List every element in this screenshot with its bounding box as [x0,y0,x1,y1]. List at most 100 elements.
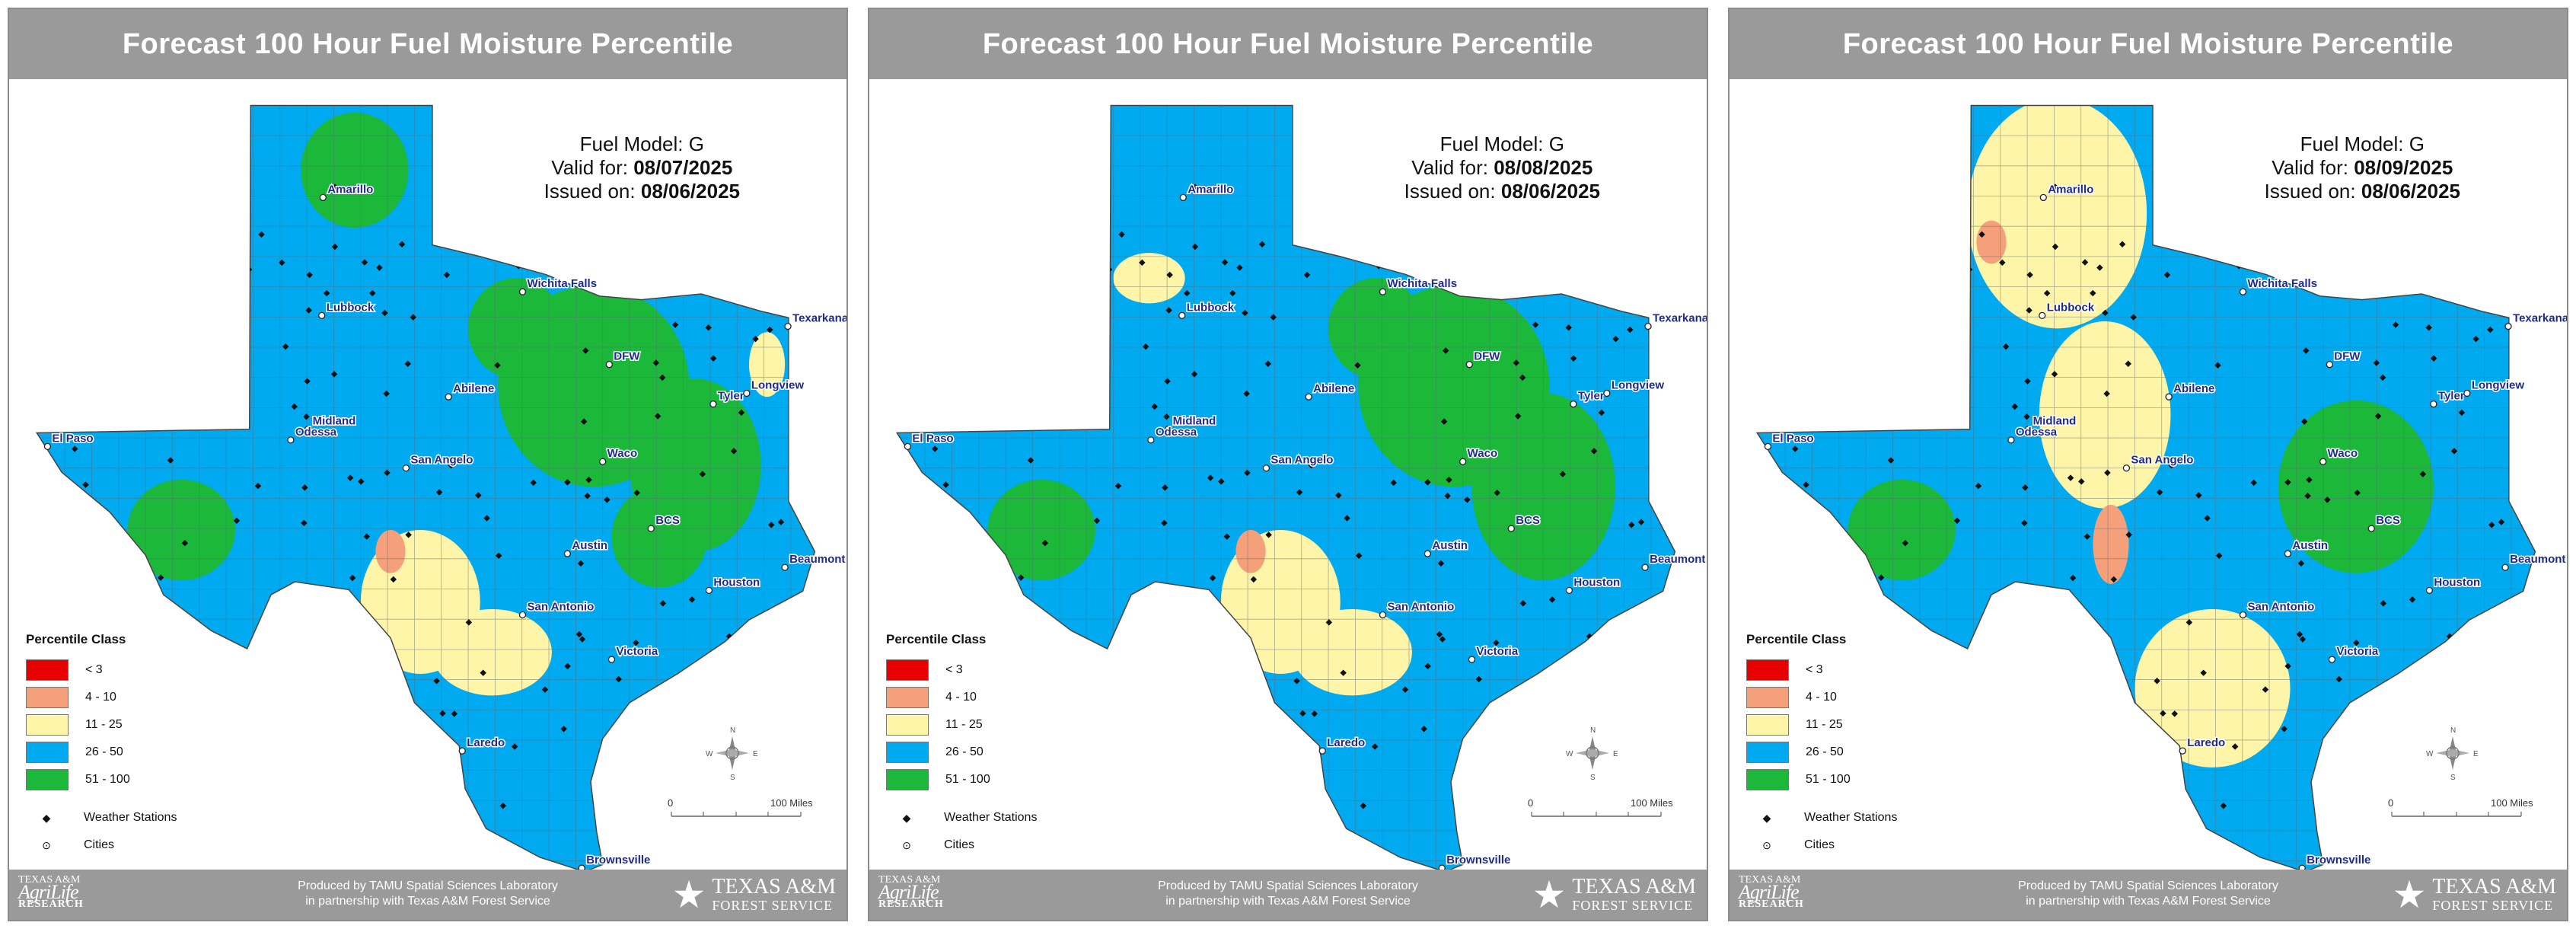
city-label: San Angelo [2131,454,2193,467]
scale-zero: 0 [1528,797,1533,809]
station-diamond-icon [59,592,66,598]
valid-date: 08/09/2025 [2354,156,2453,179]
station-diamond-icon [1261,723,1269,730]
station-diamond-icon [912,125,920,132]
valid-prefix: Valid for: [2272,156,2348,179]
legend-label: 51 - 100 [85,773,130,786]
station-diamond-icon [303,413,310,420]
station-diamond-icon [1299,710,1306,717]
station-diamond-icon [575,630,583,638]
station-diamond-icon [976,401,983,409]
compass-letter: E [2473,750,2479,758]
station-diamond-icon [52,125,59,132]
percentile-region [301,112,409,228]
station-diamond-icon [164,314,171,322]
station-diamond-icon [773,295,780,303]
city-dot-icon [1262,464,1270,472]
station-diamond-icon [658,374,666,381]
station-diamond-icon [363,533,370,540]
station-diamond-icon [1018,268,1025,275]
station-diamond-icon [1772,125,1780,132]
legend: Percentile Class < 3 4 - 10 11 - 25 26 -… [1746,632,1897,859]
city-dot-icon: ⊙ [1762,838,1771,851]
station-diamond-icon [1532,321,1539,328]
station-diamond-icon [2078,478,2085,485]
legend-item: 11 - 25 [1746,711,1897,739]
city-dot-icon [458,747,466,755]
city-label: Longview [751,378,805,391]
station-diamond-icon [2462,755,2469,761]
station-diamond-icon [384,469,391,477]
city-label: Odessa [295,426,337,439]
panel-title: Forecast 100 Hour Fuel Moisture Percenti… [1730,9,2567,79]
station-diamond-icon [475,492,482,499]
station-diamond-icon [767,326,773,334]
station-diamond-icon [158,277,165,285]
station-diamond-icon [164,337,171,344]
city-label: Texarkana [1653,312,1707,325]
legend-label: 26 - 50 [1806,745,1844,758]
city-dot-icon [2165,393,2173,401]
city-label: DFW [1474,350,1500,363]
station-diamond-icon [928,532,936,539]
station-diamond-icon [1933,828,1940,835]
city-dot-icon [1147,436,1155,444]
station-diamond-icon [1087,768,1094,776]
station-diamond-icon [88,283,94,290]
station-diamond-icon: ◆ [42,811,51,824]
station-diamond-icon [2388,851,2395,859]
station-diamond-icon [1360,803,1367,809]
station-diamond-icon [1265,531,1272,538]
station-diamond-icon [2409,596,2416,603]
station-diamond-icon [369,289,376,297]
legend-swatch [26,742,69,763]
station-diamond-icon [2424,258,2431,265]
city-dot-icon [1603,389,1611,397]
station-diamond-icon [356,715,364,722]
station-diamond-icon [1194,739,1201,745]
station-diamond-icon [1767,204,1774,212]
panel-title: Forecast 100 Hour Fuel Moisture Percenti… [869,9,1707,79]
station-diamond-icon [1814,293,1821,300]
station-diamond-icon [180,704,188,711]
station-diamond-icon [1887,457,1895,464]
station-diamond-icon [1871,293,1879,301]
tfs-line1: TEXAS A&M [1572,875,1696,898]
city-dot-icon [2430,400,2437,408]
station-diamond-icon [1288,811,1295,819]
station-diamond-icon [1420,726,1427,733]
city-label: Austin [1432,539,1468,552]
station-diamond-icon [2160,710,2166,717]
station-diamond-icon [1565,324,1572,331]
city-dot-icon [402,464,410,472]
station-diamond-icon [1877,574,1885,581]
station-diamond-icon [1180,720,1187,727]
station-diamond-icon [1801,388,1809,394]
legend-label: 11 - 25 [945,718,983,731]
station-diamond-icon [2409,247,2416,255]
station-diamond-icon [2342,806,2350,814]
station-diamond-icon [331,243,339,251]
station-diamond-icon [405,531,412,538]
station-diamond-icon [1101,171,1108,177]
station-diamond-icon [1118,231,1125,238]
station-diamond-icon [1902,683,1910,690]
city-dot-icon [1379,611,1387,619]
legend-label: Cities [944,838,975,851]
legend-label: Cities [1804,838,1835,851]
station-diamond-icon [191,817,199,825]
station-diamond-icon [495,552,502,560]
city-label: Brownsville [586,854,650,867]
station-diamond-icon [1994,843,2001,850]
city-dot-icon [1459,458,1467,465]
station-diamond-icon [1325,619,1333,626]
station-diamond-icon [247,717,253,725]
city-dot-icon [2463,389,2471,397]
legend-swatch [26,714,69,736]
station-diamond-icon [622,806,630,814]
station-diamond-icon: ◆ [1762,811,1771,824]
scale-bar: 0 100 Miles [2388,797,2533,817]
station-diamond-icon [1634,295,1640,303]
city-label: Midland [313,415,356,428]
station-diamond-icon [577,560,585,567]
